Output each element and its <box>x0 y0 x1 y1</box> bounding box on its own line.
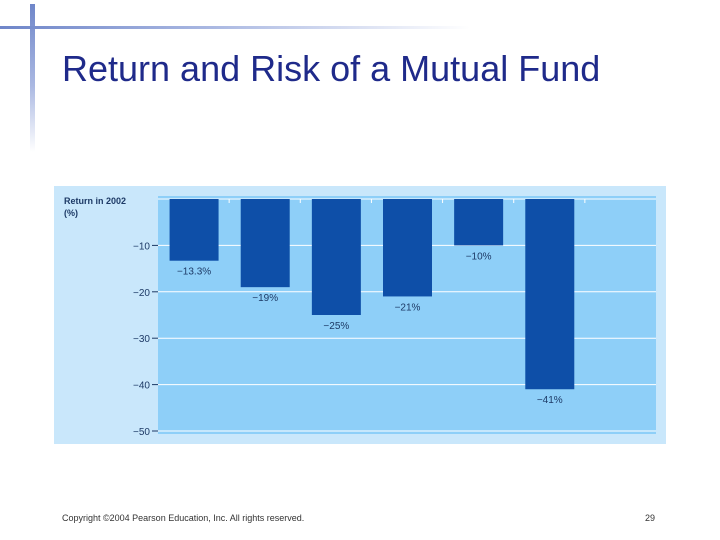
y-tick-label: −30 <box>133 334 150 345</box>
page-number: 29 <box>645 513 656 523</box>
y-tick-label: −10 <box>133 241 150 252</box>
decorative-vertical-bar <box>30 4 35 152</box>
bar-data-label: −13.3% <box>177 267 211 278</box>
y-axis-title-line-1: Return in 2002 <box>64 196 126 206</box>
y-tick-label: −50 <box>133 427 150 438</box>
bar <box>169 199 219 261</box>
bar <box>383 199 432 297</box>
slide-title: Return and Risk of a Mutual Fund <box>62 48 601 89</box>
copyright-notice: Copyright ©2004 Pearson Education, Inc. … <box>62 513 305 523</box>
bar-data-label: −41% <box>537 395 563 406</box>
bar <box>454 199 504 246</box>
y-tick-label: −20 <box>133 288 150 299</box>
decorative-horizontal-bar <box>0 26 470 29</box>
bar-data-label: −25% <box>323 321 349 332</box>
chart-svg: Return in 2002 (%) −10 −20 −30 −40 −50 −13.3… <box>54 186 666 444</box>
bar <box>311 199 361 315</box>
bar-data-label: −10% <box>466 251 492 262</box>
bar-chart: Return in 2002 (%) −10 −20 −30 −40 −50 −13.3… <box>54 186 666 444</box>
y-tick-label: −40 <box>133 381 150 392</box>
bar-data-label: −19% <box>252 293 278 304</box>
bar <box>240 199 290 288</box>
bar-data-label: −21% <box>395 302 421 313</box>
y-axis-title-line-2: (%) <box>64 208 78 218</box>
bar <box>525 199 575 390</box>
